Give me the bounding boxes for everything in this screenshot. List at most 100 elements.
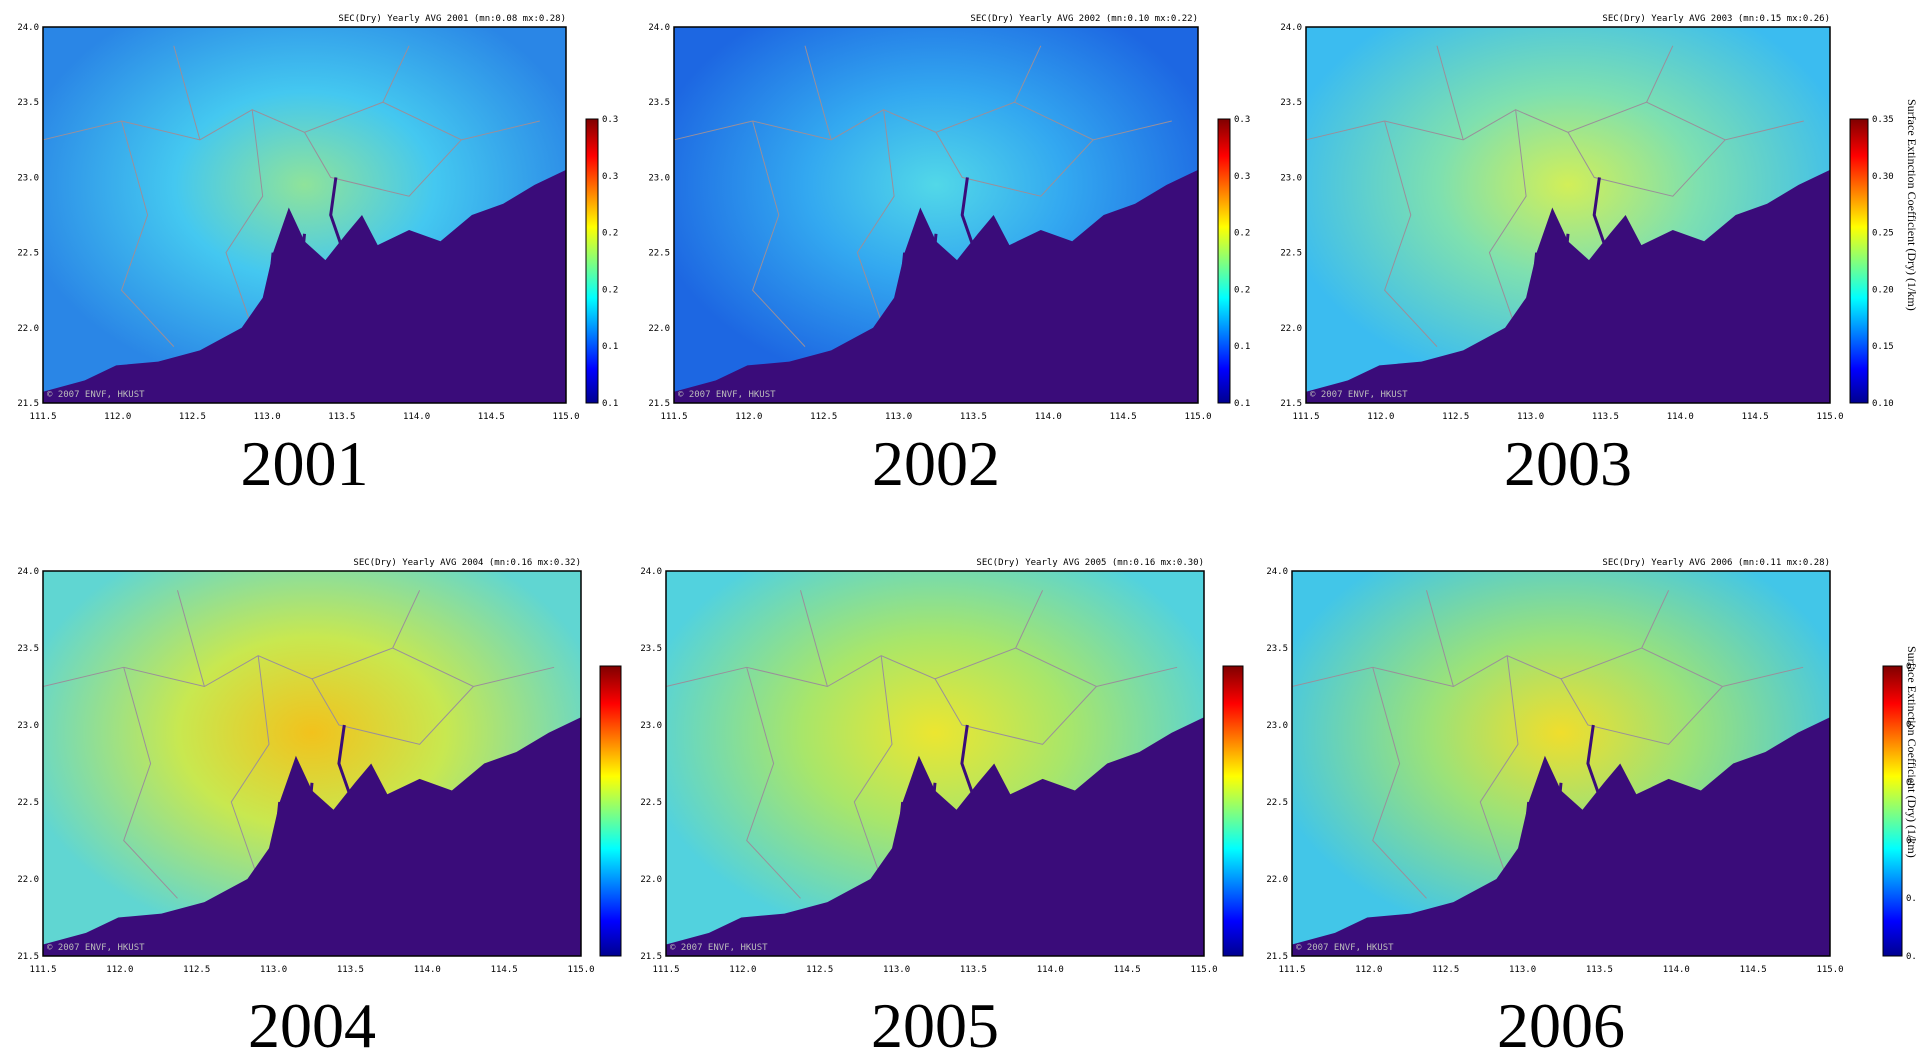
y-tick-label: 22.5	[1280, 249, 1302, 259]
y-tick-label: 23.5	[17, 98, 39, 108]
river	[895, 801, 905, 857]
colorbar	[1882, 665, 1903, 957]
river	[337, 724, 352, 795]
x-tick-label: 113.5	[337, 965, 364, 975]
x-tick-label: 115.0	[552, 412, 579, 422]
y-tick-label: 24.0	[648, 23, 670, 33]
river	[1554, 782, 1563, 887]
x-tick-label: 112.5	[1442, 412, 1469, 422]
x-tick-label: 114.5	[478, 412, 505, 422]
y-tick-label: 23.0	[640, 721, 662, 731]
x-tick-label: 115.0	[1190, 965, 1217, 975]
x-tick-label: 113.0	[885, 412, 912, 422]
colorbar-label: 0.2	[602, 229, 618, 239]
watermark: © 2007 ENVF, HKUST	[670, 943, 768, 953]
river	[1529, 252, 1539, 306]
year-label: 2004	[248, 990, 376, 1051]
watermark: © 2007 ENVF, HKUST	[678, 390, 776, 400]
boundary	[935, 132, 1094, 197]
y-tick-label: 24.0	[17, 567, 39, 577]
colorbar-label: 0.25	[1906, 778, 1917, 788]
colorbar-label: 0.2	[1234, 285, 1250, 295]
x-tick-label: 115.0	[1816, 412, 1843, 422]
y-tick-label: 22.0	[1266, 875, 1288, 885]
plot-frame	[1291, 570, 1831, 957]
plot-frame	[673, 26, 1199, 404]
boundary	[1291, 666, 1373, 687]
y-tick-label: 23.0	[1266, 721, 1288, 731]
map-title: SEC(Dry) Yearly AVG 2002 (mn:0.10 mx:0.2…	[970, 14, 1198, 24]
river	[960, 177, 975, 246]
boundary	[392, 590, 421, 649]
boundary	[230, 655, 270, 880]
x-tick-label: 111.5	[1292, 412, 1319, 422]
y-tick-label: 22.5	[640, 798, 662, 808]
river	[928, 782, 937, 887]
map-title: SEC(Dry) Yearly AVG 2006 (mn:0.11 mx:0.2…	[1602, 558, 1830, 568]
plot-frame	[42, 26, 567, 404]
river	[1521, 801, 1531, 857]
y-tick-label: 22.0	[1280, 324, 1302, 334]
boundary	[1479, 655, 1519, 880]
x-tick-label: 112.0	[104, 412, 131, 422]
x-tick-label: 113.0	[1509, 965, 1536, 975]
colorbar-label: 0.30	[1872, 172, 1894, 182]
boundary	[853, 655, 893, 880]
x-tick-label: 114.0	[1035, 412, 1062, 422]
river	[929, 233, 938, 336]
y-tick-label: 24.0	[640, 567, 662, 577]
map-title: SEC(Dry) Yearly AVG 2001 (mn:0.08 mx:0.2…	[338, 14, 566, 24]
colorbar-label: 0.1	[602, 399, 618, 409]
boundary	[173, 45, 201, 140]
x-tick-label: 112.0	[1367, 412, 1394, 422]
x-tick-label: 114.5	[1114, 965, 1141, 975]
y-tick-label: 22.5	[1266, 798, 1288, 808]
boundary	[1488, 109, 1527, 328]
river	[897, 252, 907, 306]
colorbar	[599, 665, 622, 957]
y-tick-label: 23.0	[1280, 173, 1302, 183]
y-tick-label: 22.5	[648, 249, 670, 259]
x-tick-label: 112.5	[810, 412, 837, 422]
river	[305, 782, 314, 887]
year-label: 2001	[241, 428, 369, 499]
colorbar-label: 0.15	[1872, 342, 1894, 352]
river	[1561, 233, 1570, 336]
boundary	[1641, 590, 1670, 649]
x-tick-label: 113.5	[960, 412, 987, 422]
x-tick-label: 111.5	[652, 965, 679, 975]
x-tick-label: 114.0	[1663, 965, 1690, 975]
boundary	[1426, 590, 1454, 687]
y-tick-label: 22.5	[17, 249, 39, 259]
x-tick-label: 111.5	[660, 412, 687, 422]
colorbar-label: 0.2	[1234, 229, 1250, 239]
x-tick-label: 114.5	[491, 965, 518, 975]
year-label: 2005	[871, 990, 999, 1051]
x-tick-label: 113.0	[883, 965, 910, 975]
colorbar-label: 0.10	[1906, 952, 1917, 962]
colorbar-label: 0.3	[602, 172, 618, 182]
boundary	[752, 120, 806, 347]
boundary	[120, 120, 175, 347]
x-tick-label: 115.0	[567, 965, 594, 975]
x-tick-label: 112.5	[1432, 965, 1459, 975]
colorbar-label: 0.15	[1906, 894, 1917, 904]
watermark: © 2007 ENVF, HKUST	[1296, 943, 1394, 953]
x-tick-label: 111.5	[1278, 965, 1305, 975]
y-tick-label: 22.0	[17, 324, 39, 334]
map-title: SEC(Dry) Yearly AVG 2005 (mn:0.16 mx:0.3…	[976, 558, 1204, 568]
x-tick-label: 114.5	[1740, 965, 1767, 975]
x-tick-label: 114.5	[1742, 412, 1769, 422]
map-panel: SEC(Dry) Yearly AVG 2001 (mn:0.08 mx:0.2…	[17, 14, 618, 499]
sea	[1306, 169, 1830, 403]
boundary	[804, 45, 832, 140]
boundary	[304, 132, 462, 197]
boundary	[1436, 45, 1464, 140]
colorbar-label: 0.1	[1234, 342, 1250, 352]
y-tick-label: 23.5	[640, 644, 662, 654]
boundary	[1384, 120, 1438, 347]
river	[266, 252, 275, 306]
map-panel: SEC(Dry) Yearly AVG 2006 (mn:0.11 mx:0.2…	[1266, 558, 1917, 1051]
boundary	[1560, 678, 1723, 745]
